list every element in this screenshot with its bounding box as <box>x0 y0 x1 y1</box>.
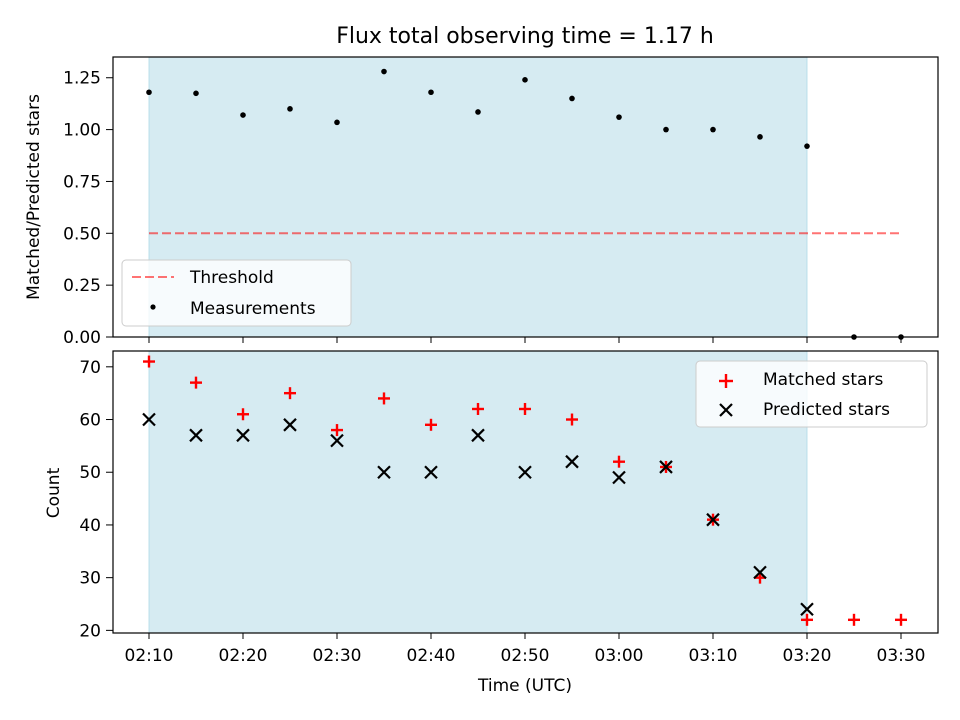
predicted-star-point <box>612 470 626 485</box>
legend-predicted-swatch <box>719 403 733 417</box>
matched-star-point <box>284 387 296 400</box>
measurement-point <box>757 134 763 140</box>
predicted-star-point <box>377 465 391 480</box>
top-axes-frame <box>112 56 939 338</box>
top-y-tick-label: 1.00 <box>63 121 101 141</box>
bottom-panel: 20 30 40 50 60 70 02:10 02:20 02:30 02:40 02:50 03… <box>44 350 939 696</box>
bottom-y-axis-label: Count <box>44 467 64 518</box>
matched-star-point <box>566 413 578 426</box>
matched-star-point <box>801 613 813 626</box>
bottom-y-tick-label: 40 <box>79 516 101 536</box>
top-legend-box <box>121 259 352 327</box>
bottom-legend: Matched stars Predicted stars <box>695 360 928 428</box>
matched-star-point <box>331 424 343 437</box>
bottom-y-tick-label: 50 <box>79 463 101 483</box>
measurement-point <box>569 95 575 102</box>
measurement-point <box>381 68 387 75</box>
x-tick-label: 03:30 <box>877 646 926 666</box>
measurement-point <box>193 90 199 97</box>
predicted-star-point <box>518 465 532 480</box>
x-tick-label: 02:20 <box>219 646 268 666</box>
measurement-point <box>475 109 481 115</box>
measurement-point <box>428 89 434 96</box>
measurement-point <box>616 114 622 120</box>
predicted-star-point <box>565 454 579 469</box>
matched-star-point <box>190 376 202 389</box>
matched-star-point <box>425 418 437 431</box>
x-tick-label: 02:40 <box>407 646 456 666</box>
legend-predicted-label: Predicted stars <box>763 400 890 420</box>
bottom-legend-box <box>695 360 928 428</box>
top-y-tick-label: 0.25 <box>63 276 101 296</box>
bottom-y-ticks: 20 30 40 50 60 70 <box>79 358 113 641</box>
matched-star-point <box>237 408 249 421</box>
matched-star-point <box>472 402 484 415</box>
top-y-tick-label: 0.50 <box>63 224 101 244</box>
predicted-star-point <box>471 428 485 443</box>
predicted-star-point <box>330 433 344 448</box>
predicted-star-point <box>283 418 297 432</box>
count-points <box>142 355 907 626</box>
measurement-point <box>804 143 810 149</box>
matched-star-point <box>519 402 531 415</box>
top-legend: Threshold Measurements <box>121 259 352 327</box>
predicted-star-point <box>142 412 156 427</box>
top-y-axis-label: Matched/Predicted stars <box>24 94 44 300</box>
x-tick-label: 02:10 <box>125 646 174 666</box>
x-tick-label: 03:00 <box>595 646 644 666</box>
top-y-tick-label: 1.25 <box>63 69 101 89</box>
bottom-y-tick-label: 60 <box>79 411 101 431</box>
measurement-point <box>522 77 528 83</box>
predicted-star-point <box>659 460 673 474</box>
predicted-star-point <box>706 512 720 527</box>
legend-matched-label: Matched stars <box>763 370 883 390</box>
measurement-point <box>710 126 716 133</box>
x-tick-label: 03:10 <box>689 646 738 666</box>
measurement-point <box>240 112 246 118</box>
top-x-ticks <box>148 337 902 343</box>
predicted-star-point <box>189 428 203 443</box>
matched-star-point <box>848 613 860 626</box>
legend-measurements-swatch <box>150 304 156 310</box>
measurement-point <box>663 126 669 133</box>
measurement-point <box>287 106 293 112</box>
predicted-star-point <box>753 565 767 580</box>
top-y-ticks: 0.00 0.25 0.50 0.75 1.00 1.25 <box>63 69 113 348</box>
measurement-point <box>334 119 340 126</box>
bottom-y-tick-label: 20 <box>79 621 101 641</box>
matched-star-point <box>143 355 155 368</box>
measurement-point <box>146 89 152 96</box>
predicted-star-point <box>800 602 814 617</box>
matched-star-point <box>895 613 907 626</box>
legend-threshold-label: Threshold <box>189 268 274 288</box>
top-y-tick-label: 0.75 <box>63 172 101 192</box>
bottom-y-tick-label: 30 <box>79 569 101 589</box>
chart-title: Flux total observing time = 1.17 h <box>336 24 714 49</box>
predicted-star-point <box>236 428 250 443</box>
bottom-x-ticks: 02:10 02:20 02:30 02:40 02:50 03:00 03:10 03:20… <box>125 633 926 666</box>
predicted-star-point <box>424 465 438 480</box>
top-y-tick-label: 0.00 <box>63 328 101 348</box>
legend-measurements-label: Measurements <box>190 299 316 319</box>
x-tick-label: 03:20 <box>783 646 832 666</box>
top-panel: 0.00 0.25 0.50 0.75 1.00 1.25 Matched/Predict… <box>24 56 939 348</box>
x-tick-label: 02:50 <box>501 646 550 666</box>
matched-star-point <box>613 455 625 468</box>
x-axis-label: Time (UTC) <box>477 676 572 696</box>
bottom-y-tick-label: 70 <box>79 358 101 378</box>
legend-matched-swatch <box>719 374 733 388</box>
x-tick-label: 02:30 <box>313 646 362 666</box>
matched-star-point <box>378 392 390 405</box>
bottom-axes-frame <box>112 350 939 634</box>
